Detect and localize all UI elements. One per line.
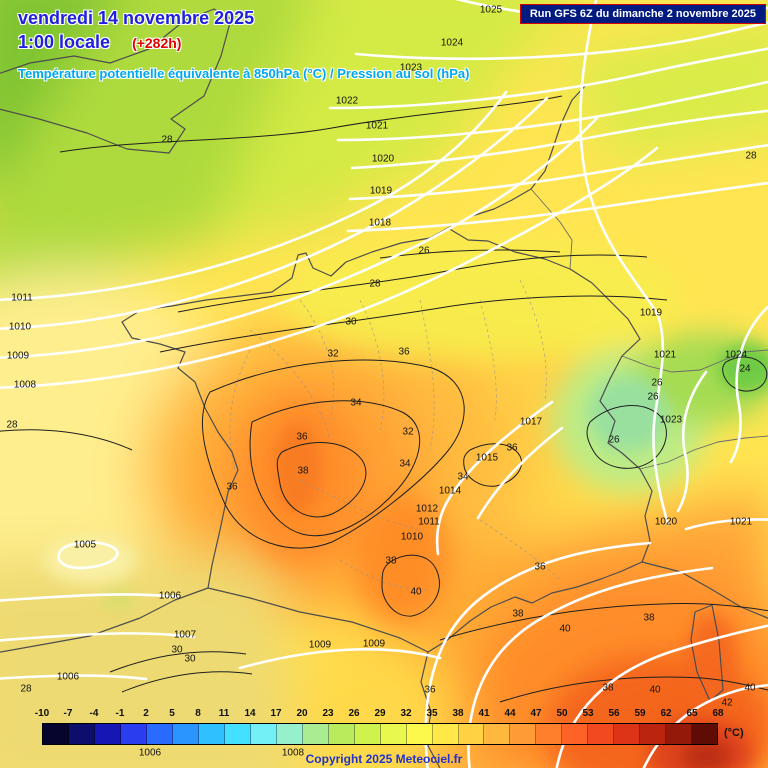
colorbar-cell (43, 724, 69, 744)
colorbar-tick: 68 (712, 708, 724, 719)
colorbar-tick: 50 (556, 708, 568, 719)
map-header: vendredi 14 novembre 2025 1:00 locale (+… (18, 6, 469, 81)
colorbar-cells (42, 723, 718, 745)
colorbar-cell (432, 724, 459, 744)
colorbar-tick: 59 (634, 708, 646, 719)
colorbar-cell (328, 724, 355, 744)
colorbar-cell (406, 724, 433, 744)
colorbar-tick: 11 (218, 708, 230, 719)
colorbar-cell (510, 724, 537, 744)
copyright: Copyright 2025 Meteociel.fr (305, 752, 463, 766)
colorbar-tick: 14 (244, 708, 256, 719)
colorbar-tick: 5 (169, 708, 175, 719)
colorbar-cell (172, 724, 199, 744)
colorbar-cell (68, 724, 95, 744)
colorbar: -10 -7 -4 -1 2 5 8 11 14 17 20 23 26 29 32 35 38 41 44 47 50… (0, 708, 768, 750)
colorbar-tick: -7 (63, 708, 73, 719)
colorbar-cell (588, 724, 615, 744)
colorbar-tick: -1 (115, 708, 125, 719)
colorbar-cell (302, 724, 329, 744)
colorbar-cell (536, 724, 563, 744)
colorbar-tick: -4 (89, 708, 99, 719)
colorbar-cell (692, 724, 718, 744)
colorbar-cell (562, 724, 589, 744)
colorbar-cell (250, 724, 277, 744)
unit-label: (°C) (724, 727, 744, 739)
colorbar-cell (146, 724, 173, 744)
colorbar-ticks: -10 -7 -4 -1 2 5 8 11 14 17 20 23 26 29 32 35 38 41 44 47 50… (0, 708, 768, 721)
colorbar-tick: 41 (478, 708, 490, 719)
forecast-date: vendredi 14 novembre 2025 (18, 8, 255, 28)
forecast-time-row: 1:00 locale (+282h) (18, 30, 469, 54)
forecast-hour-offset: (+282h) (132, 35, 182, 51)
colorbar-cell (276, 724, 303, 744)
colorbar-tick: 53 (582, 708, 594, 719)
colorbar-tick: 38 (452, 708, 464, 719)
colorbar-cell (640, 724, 667, 744)
colorbar-cell (224, 724, 251, 744)
colorbar-cell (120, 724, 147, 744)
colorbar-cell (666, 724, 693, 744)
colorbar-tick: 26 (348, 708, 360, 719)
colorbar-tick: 17 (270, 708, 282, 719)
colorbar-cell (94, 724, 121, 744)
colorbar-cell (354, 724, 381, 744)
admin-boundaries (229, 279, 561, 591)
colorbar-tick: 32 (400, 708, 412, 719)
colorbar-tick: 29 (374, 708, 386, 719)
colorbar-tick: 23 (322, 708, 334, 719)
colorbar-tick: 56 (608, 708, 620, 719)
colorbar-tick: 8 (195, 708, 201, 719)
coastlines (0, 8, 768, 768)
colorbar-cell (484, 724, 511, 744)
run-info-box: Run GFS 6Z du dimanche 2 novembre 2025 (519, 4, 766, 24)
colorbar-cell (614, 724, 641, 744)
colorbar-tick: 62 (660, 708, 672, 719)
colorbar-cell (198, 724, 225, 744)
colorbar-cell (380, 724, 407, 744)
colorbar-tick: 2 (143, 708, 149, 719)
map-parameter-subtitle: Température potentielle équivalente à 85… (18, 66, 470, 81)
colorbar-tick: 47 (530, 708, 542, 719)
forecast-local-time: 1:00 locale (18, 32, 111, 52)
colorbar-tick: 44 (504, 708, 516, 719)
colorbar-cell (458, 724, 485, 744)
country-borders (530, 188, 768, 470)
colorbar-tick: 35 (426, 708, 438, 719)
colorbar-tick: 65 (686, 708, 698, 719)
colorbar-tick: -10 (34, 708, 50, 719)
theta-contours (0, 95, 768, 703)
colorbar-tick: 20 (296, 708, 308, 719)
